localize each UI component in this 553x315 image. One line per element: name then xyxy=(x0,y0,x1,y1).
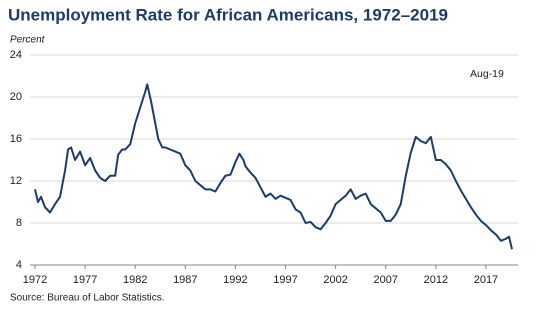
y-axis-label: Percent xyxy=(10,35,46,46)
y-tick-label: 16 xyxy=(10,133,22,145)
x-tick-label: 1972 xyxy=(23,274,47,286)
x-tick-label: 2002 xyxy=(323,274,347,286)
x-tick-label: 1997 xyxy=(273,274,297,286)
data-line xyxy=(34,83,513,250)
x-tick-label: 2007 xyxy=(373,274,397,286)
x-tick-label: 1987 xyxy=(173,274,197,286)
x-tick-label: 1982 xyxy=(123,274,147,286)
y-tick-label: 12 xyxy=(10,175,22,187)
annotation: Aug-19 xyxy=(470,68,504,80)
y-tick-label: 20 xyxy=(10,91,22,103)
y-tick-label: 8 xyxy=(16,217,22,229)
y-tick-label: 4 xyxy=(16,259,22,271)
source: Source: Bureau of Labor Statistics. xyxy=(10,293,165,304)
x-tick-label: 2017 xyxy=(474,274,498,286)
x-tick-label: 2012 xyxy=(424,274,448,286)
x-tick-label: 1992 xyxy=(223,274,247,286)
y-tick-label: 24 xyxy=(10,49,22,61)
x-tick-label: 1977 xyxy=(73,274,97,286)
chart-title: Unemployment Rate for African Americans,… xyxy=(8,5,448,24)
